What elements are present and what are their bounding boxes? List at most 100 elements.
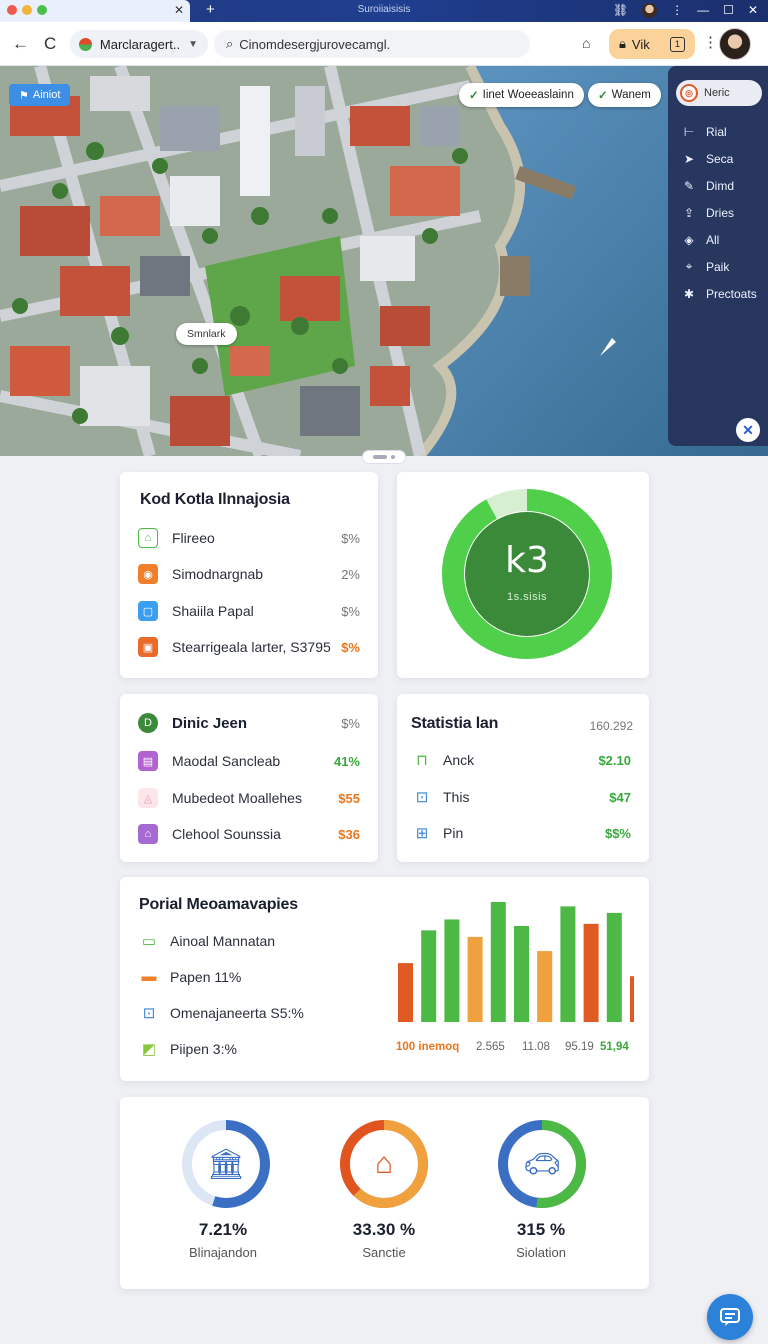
- list-item[interactable]: ◬ Mubedeot Moallehes $55: [138, 788, 378, 808]
- layer-item-all[interactable]: ◈ All: [668, 226, 768, 253]
- layer-item-seca[interactable]: ➤ Seca: [668, 145, 768, 172]
- card-title-value: $%: [341, 715, 360, 731]
- map-view[interactable]: ⚑ Ainiot ✓ Iinet Woeeaslainn ✓ Wanem Smn…: [0, 66, 768, 456]
- url-text: Cinomdesergjurovecamgl.: [239, 36, 391, 52]
- layers-icon: ◈: [684, 232, 694, 247]
- layer-item-label: Prectoats: [706, 286, 757, 301]
- layer-item-dries[interactable]: ⇪ Dries: [668, 199, 768, 226]
- browser-tab[interactable]: ✕: [0, 0, 190, 22]
- gauge-label: Blinajandon: [189, 1245, 257, 1260]
- list-item-value: $$%: [604, 825, 631, 841]
- minimize-dot[interactable]: [22, 5, 32, 15]
- list-item[interactable]: ⊡ This $47: [411, 788, 649, 806]
- drag-handle[interactable]: [362, 450, 406, 464]
- list-item-label: Shaiila Papal: [172, 603, 254, 619]
- folder-icon: ▬: [141, 968, 157, 985]
- gauge[interactable]: 🏛︎: [180, 1118, 272, 1210]
- list-item[interactable]: ▤ Maodal Sancleab 41%: [138, 751, 378, 771]
- avatar[interactable]: [719, 28, 751, 60]
- minimize-icon[interactable]: —: [697, 3, 710, 17]
- map-filter-chip[interactable]: ✓ Iinet Woeeaslainn: [459, 83, 584, 107]
- list-item[interactable]: ◩ Piipen 3:%: [138, 1040, 237, 1058]
- check-icon: ✓: [469, 90, 479, 102]
- arrow-icon: ➤: [683, 151, 695, 166]
- map-tag-label: Ainiot: [32, 89, 61, 101]
- gauge[interactable]: ⌂: [338, 1118, 430, 1210]
- list-item[interactable]: ⌂ Clehool Sounssia $36: [138, 824, 378, 844]
- list-item[interactable]: ⊡ Omenajaneerta S5:%: [138, 1004, 304, 1022]
- list-item[interactable]: ▭ Ainoal Mannatan: [138, 932, 275, 950]
- menu-icon[interactable]: ⋮: [703, 34, 718, 51]
- card-title-value: 160.292: [589, 719, 633, 733]
- lock-icon: 🔒︎: [619, 36, 626, 51]
- list-item-value: $%: [341, 639, 360, 655]
- list-item-label: Anck: [443, 752, 475, 768]
- map-filter-chip[interactable]: ✓ Wanem: [588, 83, 661, 107]
- close-icon[interactable]: ✕: [736, 418, 760, 442]
- bar-chart-card: Porial Meoamavapies ▭ Ainoal Mannatan ▬ …: [120, 877, 649, 1081]
- layer-panel: ◎ Neric ⊢ Rial ➤ Seca ✎ Dimd ⇪ Dries ◈ All ⌖ P…: [668, 66, 768, 446]
- gauge[interactable]: 🚗︎: [496, 1118, 588, 1210]
- map-canvas: [0, 66, 768, 456]
- back-arrow-icon[interactable]: ←: [12, 34, 29, 53]
- list-item-label: Pin: [443, 825, 464, 841]
- restore-icon[interactable]: ☐: [723, 3, 734, 17]
- close-icon[interactable]: ✕: [747, 3, 758, 17]
- building-icon: ⌂: [138, 824, 158, 844]
- tab-close-button[interactable]: ✕: [173, 3, 184, 17]
- list-item-label: Ainoal Mannatan: [170, 933, 276, 949]
- bar: [630, 976, 634, 1022]
- list-item-value: $36: [338, 826, 360, 842]
- list-item[interactable]: ◉ Simodnargnab 2%: [138, 564, 378, 584]
- layer-item-paik[interactable]: ⌖ Paik: [668, 253, 768, 280]
- bar: [514, 926, 529, 1022]
- camera-icon: ⊡: [415, 789, 429, 806]
- layer-item-rial[interactable]: ⊢ Rial: [668, 118, 768, 145]
- list-item[interactable]: ⌂ Flireeo $%: [138, 528, 378, 548]
- list-item[interactable]: ▣ Stearrigeala larter, S3795 $%: [138, 637, 378, 657]
- donut-value: k3: [505, 539, 549, 581]
- list-item-label: Flireeo: [172, 530, 215, 546]
- url-field[interactable]: ⌕ Cinomdesergjurovecamgl.: [214, 30, 530, 58]
- maximize-dot[interactable]: [37, 5, 47, 15]
- square-icon: ▢: [138, 601, 158, 621]
- layer-item-dimd[interactable]: ✎ Dimd: [668, 172, 768, 199]
- layer-item-label: Rial: [706, 124, 727, 139]
- more-icon[interactable]: ⋮: [671, 3, 684, 17]
- pin-icon: ⚑: [19, 89, 29, 102]
- puzzle-icon[interactable]: ⌂: [582, 35, 591, 51]
- list-item[interactable]: ▢ Shaiila Papal $%: [138, 601, 378, 621]
- gauge-ring: [498, 1120, 586, 1208]
- list-item[interactable]: ⊓ Anck $2.10: [411, 751, 649, 769]
- layer-item-label: All: [706, 232, 720, 247]
- bar: [398, 963, 413, 1022]
- upload-icon: ⇪: [683, 205, 695, 220]
- list-item[interactable]: ⊞ Pin $$%: [411, 824, 649, 842]
- grid-icon: ▤: [138, 751, 158, 771]
- profile-button[interactable]: 🔒︎ Vik 1: [609, 29, 695, 59]
- map-tag[interactable]: ⚑ Ainiot: [9, 84, 71, 106]
- bar: [560, 906, 576, 1022]
- gauge-ring: [182, 1120, 270, 1208]
- list-item-value: $%: [341, 530, 360, 546]
- chart-icon: ◩: [141, 1041, 157, 1058]
- list-item-label: This: [443, 789, 470, 805]
- list-item[interactable]: ▬ Papen 11%: [138, 968, 242, 985]
- layer-panel-header[interactable]: ◎ Neric: [676, 80, 762, 106]
- extension-icon[interactable]: ⛓: [612, 3, 629, 17]
- gauge-value: 315 %: [516, 1220, 566, 1239]
- close-dot[interactable]: [7, 5, 17, 15]
- new-tab-button[interactable]: +: [206, 1, 215, 18]
- window-avatar-icon[interactable]: [642, 3, 658, 18]
- layer-item-prectoats[interactable]: ✱ Prectoats: [668, 280, 768, 307]
- site-selector-label: Marclaragert..: [99, 36, 181, 52]
- flag-icon: [79, 37, 92, 51]
- gauge-label: Siolation: [516, 1245, 566, 1260]
- window-title: Suroiiaisisis: [357, 4, 411, 15]
- list-item-value: 41%: [333, 753, 360, 769]
- reload-icon[interactable]: C: [44, 34, 57, 53]
- chat-button[interactable]: [707, 1294, 753, 1340]
- card-title: Porial Meoamavapies: [139, 896, 298, 913]
- site-selector[interactable]: Marclaragert.. ▼: [70, 30, 208, 58]
- map-place-label[interactable]: Smnlark: [176, 323, 237, 345]
